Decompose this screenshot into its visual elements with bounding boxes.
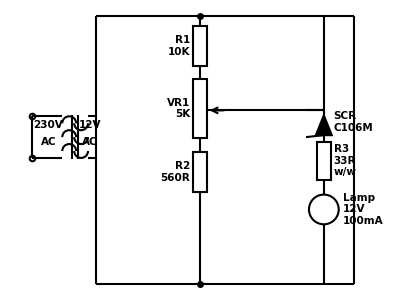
Bar [193,26,207,66]
Circle shape [309,195,339,224]
Text: SCR
C106M: SCR C106M [334,112,374,133]
Text: Lamp
12V
100mA: Lamp 12V 100mA [343,193,383,226]
Text: R1
10K: R1 10K [168,35,190,57]
Text: AC: AC [41,137,56,147]
Bar [317,142,331,180]
Text: R3
33R
w/w: R3 33R w/w [334,144,357,178]
Text: AC: AC [82,137,98,147]
Text: VR1
5K: VR1 5K [167,98,190,119]
Polygon shape [316,115,332,135]
Bar [193,152,207,192]
Text: 230V: 230V [34,120,63,130]
Text: 12V: 12V [79,120,101,130]
Text: R2
560R: R2 560R [160,161,190,183]
Bar [193,79,207,138]
